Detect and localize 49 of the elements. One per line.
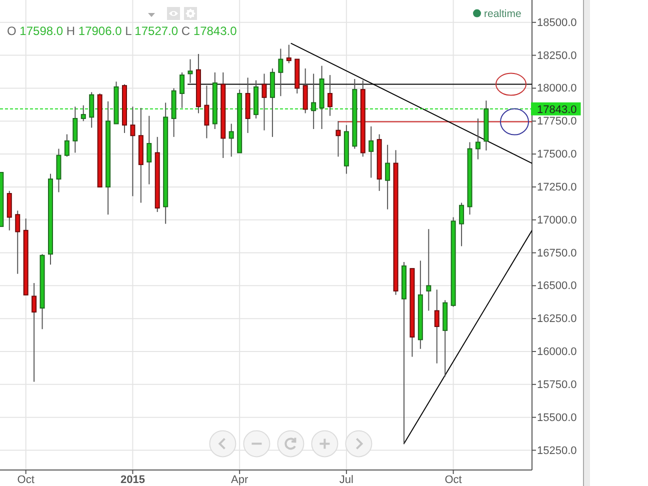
text: O 17598.0 H 17906.0 L 17527.0 C 17843.0	[7, 24, 238, 38]
y-tick-label: 17000.0	[537, 214, 577, 226]
candlestick	[385, 144, 390, 210]
x-tick-label: 2015	[120, 474, 145, 486]
annotation: realtime	[484, 8, 522, 20]
x-tick-label: Oct	[444, 474, 462, 486]
candlestick	[434, 289, 440, 364]
y-tick-label: 18000.0	[537, 82, 577, 95]
y-tick-label: 17500.0	[537, 148, 577, 161]
y-tick-label: 15750.0	[537, 378, 577, 391]
candlestick	[459, 202, 464, 247]
candlestick	[80, 104, 86, 122]
candlestick	[278, 48, 284, 97]
y-tick-label: 17250.0	[537, 181, 577, 194]
candlestick	[56, 148, 62, 193]
y-tick-label: 16500.0	[537, 280, 577, 292]
candlestick	[302, 68, 308, 114]
candlestick	[64, 134, 70, 158]
candlestick	[328, 74, 333, 116]
candlestick	[368, 126, 374, 178]
y-tick-label: 16000.0	[537, 346, 577, 358]
x-tick-label: Apr	[231, 474, 248, 486]
x-tick-label: Jul	[339, 474, 354, 486]
candlestick	[228, 123, 234, 158]
y-tick-label: 18500.0	[537, 16, 577, 29]
candlestick	[89, 92, 94, 128]
candlestick	[15, 210, 20, 274]
candlestick	[32, 282, 37, 382]
candlestick	[475, 118, 480, 160]
x-tick-label: Oct	[17, 474, 34, 486]
y-tick-label: 16250.0	[537, 313, 577, 326]
y-tick-label: 15250.0	[537, 444, 577, 457]
candlestick	[146, 115, 152, 185]
candlestick	[336, 120, 341, 158]
candlestick	[130, 106, 136, 197]
y-tick-label: 15500.0	[537, 412, 577, 424]
candlestick	[426, 228, 432, 312]
candlestick	[180, 72, 185, 108]
candlestick	[286, 44, 292, 64]
candlestick	[311, 73, 316, 130]
candlestick	[6, 190, 12, 231]
ref-line-label: 17843.0	[537, 104, 577, 116]
y-tick-label: 16750.0	[537, 247, 577, 260]
y-tick-label: 17750.0	[537, 116, 577, 128]
candlestick	[72, 106, 78, 154]
y-tick-label: 18250.0	[537, 50, 577, 62]
candlestick	[204, 85, 210, 139]
candlestick	[188, 58, 193, 84]
candlestick	[262, 73, 267, 131]
